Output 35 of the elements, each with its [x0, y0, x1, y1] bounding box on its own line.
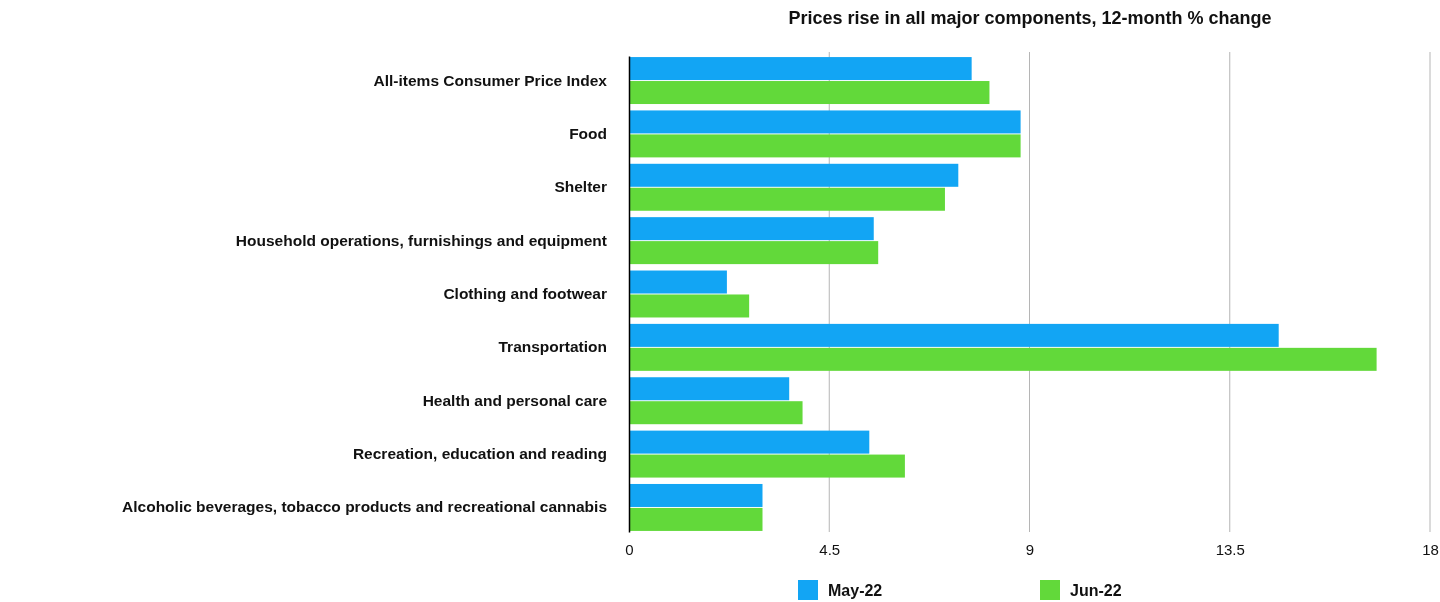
- bar: [629, 401, 803, 425]
- y-tick-label: Shelter: [554, 178, 607, 196]
- x-tick-label: 0: [625, 540, 634, 558]
- bar: [629, 134, 1021, 158]
- y-tick-label: All-items Consumer Price Index: [373, 71, 608, 89]
- y-tick-label: Clothing and footwear: [443, 284, 607, 302]
- x-tick-label: 13.5: [1215, 540, 1245, 558]
- bar: [629, 57, 972, 81]
- bar: [629, 217, 874, 241]
- bar: [629, 454, 905, 478]
- x-tick-label: 9: [1025, 540, 1035, 558]
- bar: [629, 270, 727, 294]
- legend-label: Jun-22: [1070, 582, 1122, 599]
- y-tick-label: Household operations, furnishings and equipment: [235, 231, 607, 249]
- y-tick-label: Health and personal care: [422, 391, 608, 409]
- bar: [629, 323, 1279, 347]
- x-tick-label: 18: [1422, 540, 1439, 558]
- bar: [629, 241, 879, 265]
- y-tick-label: Recreation, education and reading: [352, 445, 607, 463]
- bar: [629, 294, 750, 318]
- bar: [629, 483, 763, 507]
- y-tick-label: Transportation: [498, 338, 607, 356]
- legend-label: May-22: [828, 582, 883, 599]
- bar: [629, 163, 959, 187]
- bar: [629, 430, 870, 454]
- bar: [629, 110, 1021, 134]
- bar: [629, 347, 1377, 371]
- bar: [629, 81, 990, 105]
- x-tick-label: 4.5: [819, 540, 841, 558]
- y-tick-label: Alcoholic beverages, tobacco products and recreational cannabis: [122, 498, 607, 516]
- bar: [629, 187, 945, 211]
- bar: [629, 507, 763, 531]
- y-tick-label: Food: [569, 124, 607, 142]
- bar: [629, 377, 790, 401]
- chart-title: Prices rise in all major components, 12-month % change: [788, 8, 1272, 28]
